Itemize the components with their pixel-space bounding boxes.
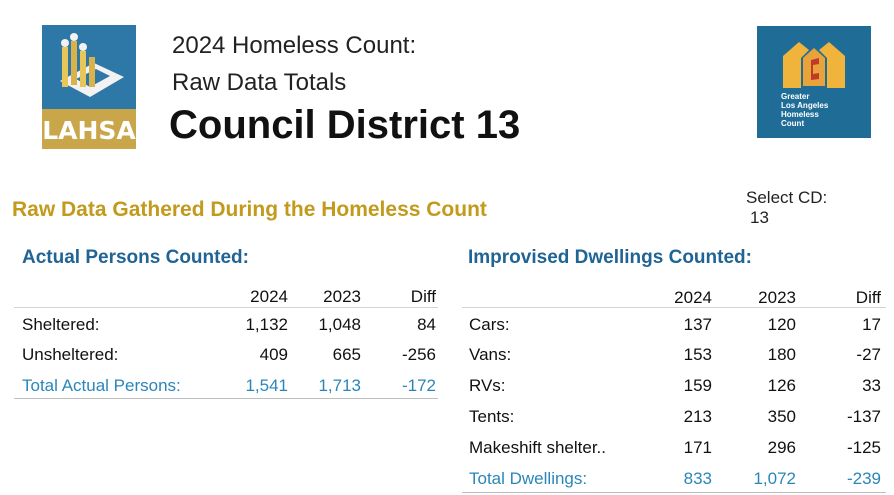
table-row: Cars: 137 120 17	[450, 310, 894, 340]
row-diff: -137	[846, 407, 881, 426]
table-row: Sheltered: 1,132 1,048 84	[0, 310, 450, 340]
row-2024: 213	[683, 407, 712, 426]
persons-col-2023: 2023	[323, 287, 361, 306]
row-2023: 296	[767, 438, 796, 457]
row-label: Unsheltered:	[22, 345, 119, 364]
glahc-text-2: Los Angeles	[781, 101, 829, 110]
row-2024: 153	[683, 345, 712, 364]
dwellings-header-divider	[462, 307, 886, 308]
row-label: Tents:	[469, 407, 515, 426]
row-2023: 350	[767, 407, 796, 426]
glahc-logo: Greater Los Angeles Homeless Count	[757, 26, 871, 138]
dwellings-col-2023: 2023	[758, 288, 796, 307]
lahsa-band	[42, 109, 136, 149]
house-hands-icon	[783, 42, 845, 88]
row-diff: 84	[417, 315, 436, 334]
row-2023: 180	[767, 345, 796, 364]
table-row: Vans: 153 180 -27	[450, 340, 894, 370]
persons-header-row: 2024 2023 Diff	[0, 282, 450, 312]
persons-total-divider	[14, 398, 438, 399]
row-diff: 33	[862, 376, 881, 395]
city-skyline-icon	[60, 33, 124, 97]
total-2024: 833	[683, 469, 712, 488]
row-diff: -256	[401, 345, 436, 364]
persons-col-diff: Diff	[410, 287, 436, 306]
glahc-text-4: Count	[781, 119, 805, 128]
table-row: RVs: 159 126 33	[450, 371, 894, 401]
row-2023: 1,048	[318, 315, 361, 334]
total-diff: -239	[846, 469, 881, 488]
row-2024: 159	[683, 376, 712, 395]
select-cd-label: Select CD:	[746, 188, 828, 207]
total-label: Total Actual Persons:	[22, 376, 181, 395]
total-2024: 1,541	[245, 376, 288, 395]
total-label: Total Dwellings:	[469, 469, 588, 488]
row-2024: 137	[683, 315, 712, 334]
row-label: RVs:	[469, 376, 506, 395]
glahc-text-1: Greater	[781, 92, 810, 101]
glahc-wordmark: Greater Los Angeles Homeless Count	[781, 92, 867, 128]
dwellings-col-diff: Diff	[855, 288, 881, 307]
row-2023: 126	[767, 376, 796, 395]
lahsa-wordmark: LAHSA	[42, 116, 136, 145]
page-title: Council District 13	[169, 103, 521, 147]
total-2023: 1,072	[753, 469, 796, 488]
row-2023: 120	[767, 315, 796, 334]
row-diff: -125	[846, 438, 881, 457]
title-line-2: Raw Data Totals	[172, 69, 347, 96]
dwellings-heading: Improvised Dwellings Counted:	[468, 247, 752, 268]
dwellings-col-2024: 2024	[674, 288, 712, 307]
row-2024: 1,132	[245, 315, 288, 334]
glahc-text-3: Homeless	[781, 110, 819, 119]
dwellings-header-row: 2024 2023 Diff	[450, 283, 894, 313]
section-subtitle: Raw Data Gathered During the Homeless Co…	[12, 198, 487, 221]
row-label: Sheltered:	[22, 315, 100, 334]
row-2024: 171	[683, 438, 712, 457]
row-diff: -27	[856, 345, 881, 364]
table-row: Tents: 213 350 -137	[450, 402, 894, 432]
persons-heading: Actual Persons Counted:	[22, 247, 249, 268]
dwellings-total-row: Total Dwellings: 833 1,072 -239	[450, 464, 894, 494]
row-label: Makeshift shelter..	[469, 438, 607, 457]
dwellings-total-divider	[462, 492, 886, 493]
total-diff: -172	[401, 376, 436, 395]
total-2023: 1,713	[318, 376, 361, 395]
row-diff: 17	[862, 315, 881, 334]
row-2023: 665	[332, 345, 361, 364]
table-row: Makeshift shelter.. 171 296 -125	[450, 433, 894, 463]
table-row: Unsheltered: 409 665 -256	[0, 340, 450, 370]
row-label: Cars:	[469, 315, 510, 334]
select-cd-value[interactable]: 13	[750, 208, 769, 227]
row-label: Vans:	[469, 345, 512, 364]
row-2024: 409	[259, 345, 288, 364]
persons-col-2024: 2024	[250, 287, 288, 306]
title-line-1: 2024 Homeless Count:	[172, 32, 417, 59]
persons-total-row: Total Actual Persons: 1,541 1,713 -172	[0, 371, 450, 401]
persons-header-divider	[14, 307, 438, 308]
lahsa-logo: LAHSA	[42, 25, 136, 149]
